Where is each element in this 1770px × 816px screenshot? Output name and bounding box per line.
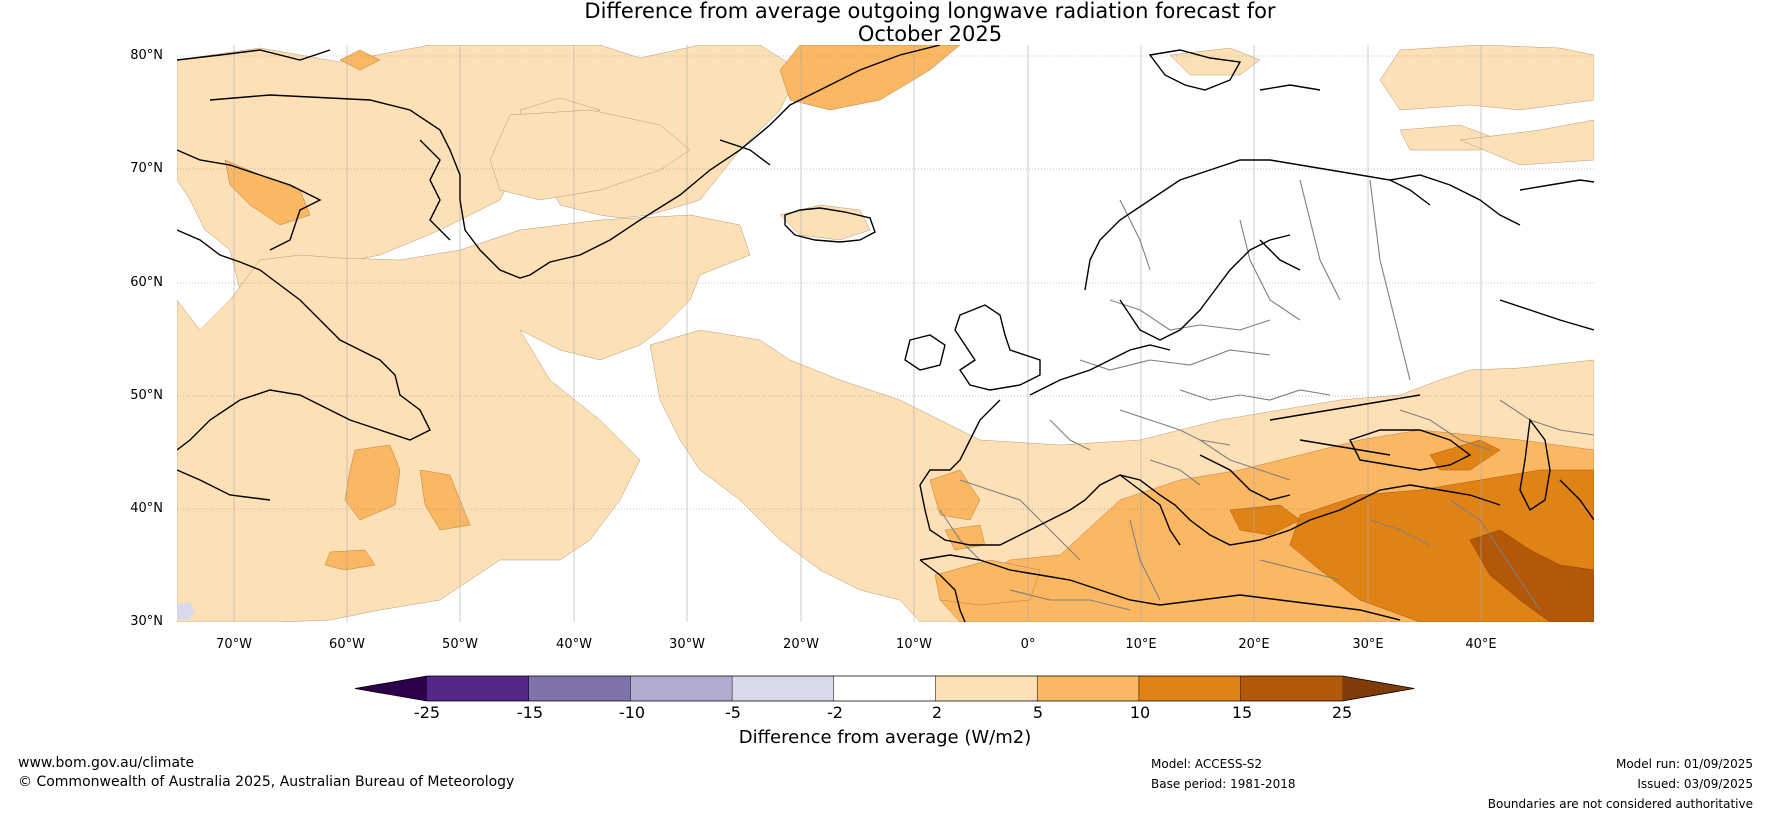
colorbar-tick-minus-5: -5 (725, 703, 741, 722)
colorbar-tick-minus-15: -15 (516, 703, 544, 722)
colorbar-segment (528, 676, 631, 701)
issued-date: Issued: 03/09/2025 (1637, 777, 1753, 791)
lat-tick-70: 70°N (130, 161, 163, 176)
colorbar-segment (1240, 676, 1343, 701)
base-period: Base period: 1981-2018 (1151, 777, 1296, 791)
title-line-1: Difference from average outgoing longwav… (584, 0, 1276, 23)
colorbar-tick-10: 10 (1129, 703, 1151, 722)
lon-tick-70w: 70°W (216, 637, 252, 652)
colorbar-label: Difference from average (W/m2) (738, 727, 1032, 748)
colorbar-segment (1037, 676, 1140, 701)
anomaly-shading-minus-2-to-5 (177, 602, 195, 620)
lat-tick-40: 40°N (130, 501, 163, 516)
colorbar-outline (354, 675, 1415, 702)
colorbar-segment (427, 676, 530, 701)
lat-tick-80: 80°N (130, 48, 163, 63)
map-area (177, 45, 1594, 622)
lat-tick-60: 60°N (130, 275, 163, 290)
lon-tick-50w: 50°W (442, 637, 478, 652)
model-run: Model run: 01/09/2025 (1615, 757, 1753, 771)
colorbar-tick-minus-25: -25 (413, 703, 441, 722)
coastlines (177, 45, 1594, 622)
colorbar-extend-low (355, 676, 427, 701)
colorbar-segment (935, 676, 1038, 701)
lon-tick-20w: 20°W (783, 637, 819, 652)
lon-tick-20e: 20°E (1238, 637, 1270, 652)
colorbar-extend-high (1342, 676, 1415, 701)
lon-tick-10e: 10°E (1125, 637, 1157, 652)
colorbar-tick-2: 2 (931, 703, 943, 722)
anomaly-shading-15-to-25 (1469, 529, 1594, 622)
lon-tick-30e: 30°E (1352, 637, 1384, 652)
lat-tick-30: 30°N (130, 614, 163, 629)
lon-tick-10w: 10°W (896, 637, 932, 652)
boundaries-disclaimer: Boundaries are not considered authoritat… (1487, 797, 1753, 811)
country-borders (939, 179, 1594, 611)
graticule (177, 45, 1594, 622)
colorbar-segment (1138, 676, 1242, 701)
model-name: Model: ACCESS-S2 (1151, 757, 1263, 771)
lon-tick-0: 0° (1020, 637, 1036, 652)
colorbar-tick-minus-2: -2 (827, 703, 843, 722)
map-title: Difference from average outgoing longwav… (0, 0, 1770, 46)
colorbar-segment (732, 676, 835, 701)
colorbar-tick-5: 5 (1032, 703, 1044, 722)
colorbar-segment (630, 676, 733, 701)
lat-tick-50: 50°N (130, 388, 163, 403)
colorbar-tick-15: 15 (1231, 703, 1253, 722)
lon-tick-40e: 40°E (1465, 637, 1497, 652)
colorbar-tick-25: 25 (1331, 703, 1353, 722)
lon-tick-40w: 40°W (556, 637, 592, 652)
lon-tick-60w: 60°W (329, 637, 365, 652)
website-link[interactable]: www.bom.gov.au/climate (18, 755, 195, 771)
colorbar (354, 675, 1415, 702)
colorbar-tick-minus-10: -10 (618, 703, 646, 722)
colorbar-segment (833, 676, 936, 701)
copyright-text: © Commonwealth of Australia 2025, Austra… (18, 774, 515, 790)
lon-tick-30w: 30°W (669, 637, 705, 652)
title-line-2: October 2025 (857, 22, 1003, 46)
